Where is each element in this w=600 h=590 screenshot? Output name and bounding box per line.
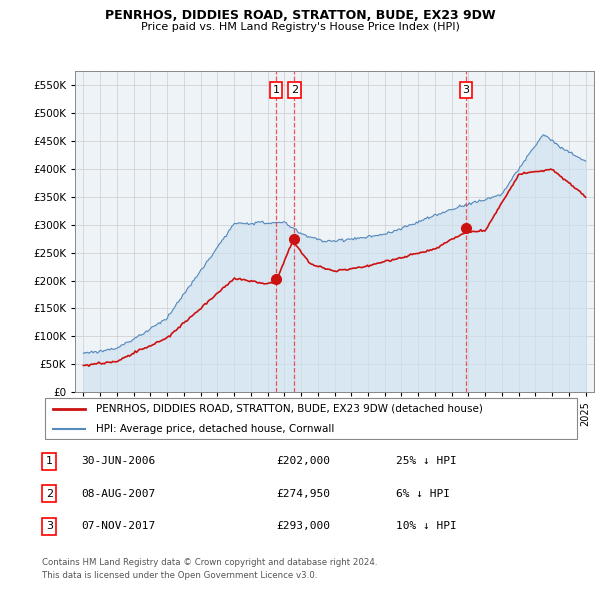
Text: 1: 1: [272, 85, 280, 95]
Text: 6% ↓ HPI: 6% ↓ HPI: [396, 489, 450, 499]
Text: PENRHOS, DIDDIES ROAD, STRATTON, BUDE, EX23 9DW (detached house): PENRHOS, DIDDIES ROAD, STRATTON, BUDE, E…: [96, 404, 483, 414]
Text: 3: 3: [463, 85, 469, 95]
Text: PENRHOS, DIDDIES ROAD, STRATTON, BUDE, EX23 9DW: PENRHOS, DIDDIES ROAD, STRATTON, BUDE, E…: [104, 9, 496, 22]
Text: 30-JUN-2006: 30-JUN-2006: [81, 457, 155, 466]
FancyBboxPatch shape: [45, 398, 577, 439]
Text: This data is licensed under the Open Government Licence v3.0.: This data is licensed under the Open Gov…: [42, 571, 317, 580]
Text: 3: 3: [46, 522, 53, 531]
Text: 08-AUG-2007: 08-AUG-2007: [81, 489, 155, 499]
Text: Contains HM Land Registry data © Crown copyright and database right 2024.: Contains HM Land Registry data © Crown c…: [42, 558, 377, 566]
Text: 10% ↓ HPI: 10% ↓ HPI: [396, 522, 457, 531]
Text: 2: 2: [46, 489, 53, 499]
Text: HPI: Average price, detached house, Cornwall: HPI: Average price, detached house, Corn…: [96, 424, 334, 434]
Text: 07-NOV-2017: 07-NOV-2017: [81, 522, 155, 531]
Text: 2: 2: [291, 85, 298, 95]
Text: £202,000: £202,000: [276, 457, 330, 466]
Text: Price paid vs. HM Land Registry's House Price Index (HPI): Price paid vs. HM Land Registry's House …: [140, 22, 460, 32]
Text: £293,000: £293,000: [276, 522, 330, 531]
Text: 1: 1: [46, 457, 53, 466]
Text: £274,950: £274,950: [276, 489, 330, 499]
Text: 25% ↓ HPI: 25% ↓ HPI: [396, 457, 457, 466]
